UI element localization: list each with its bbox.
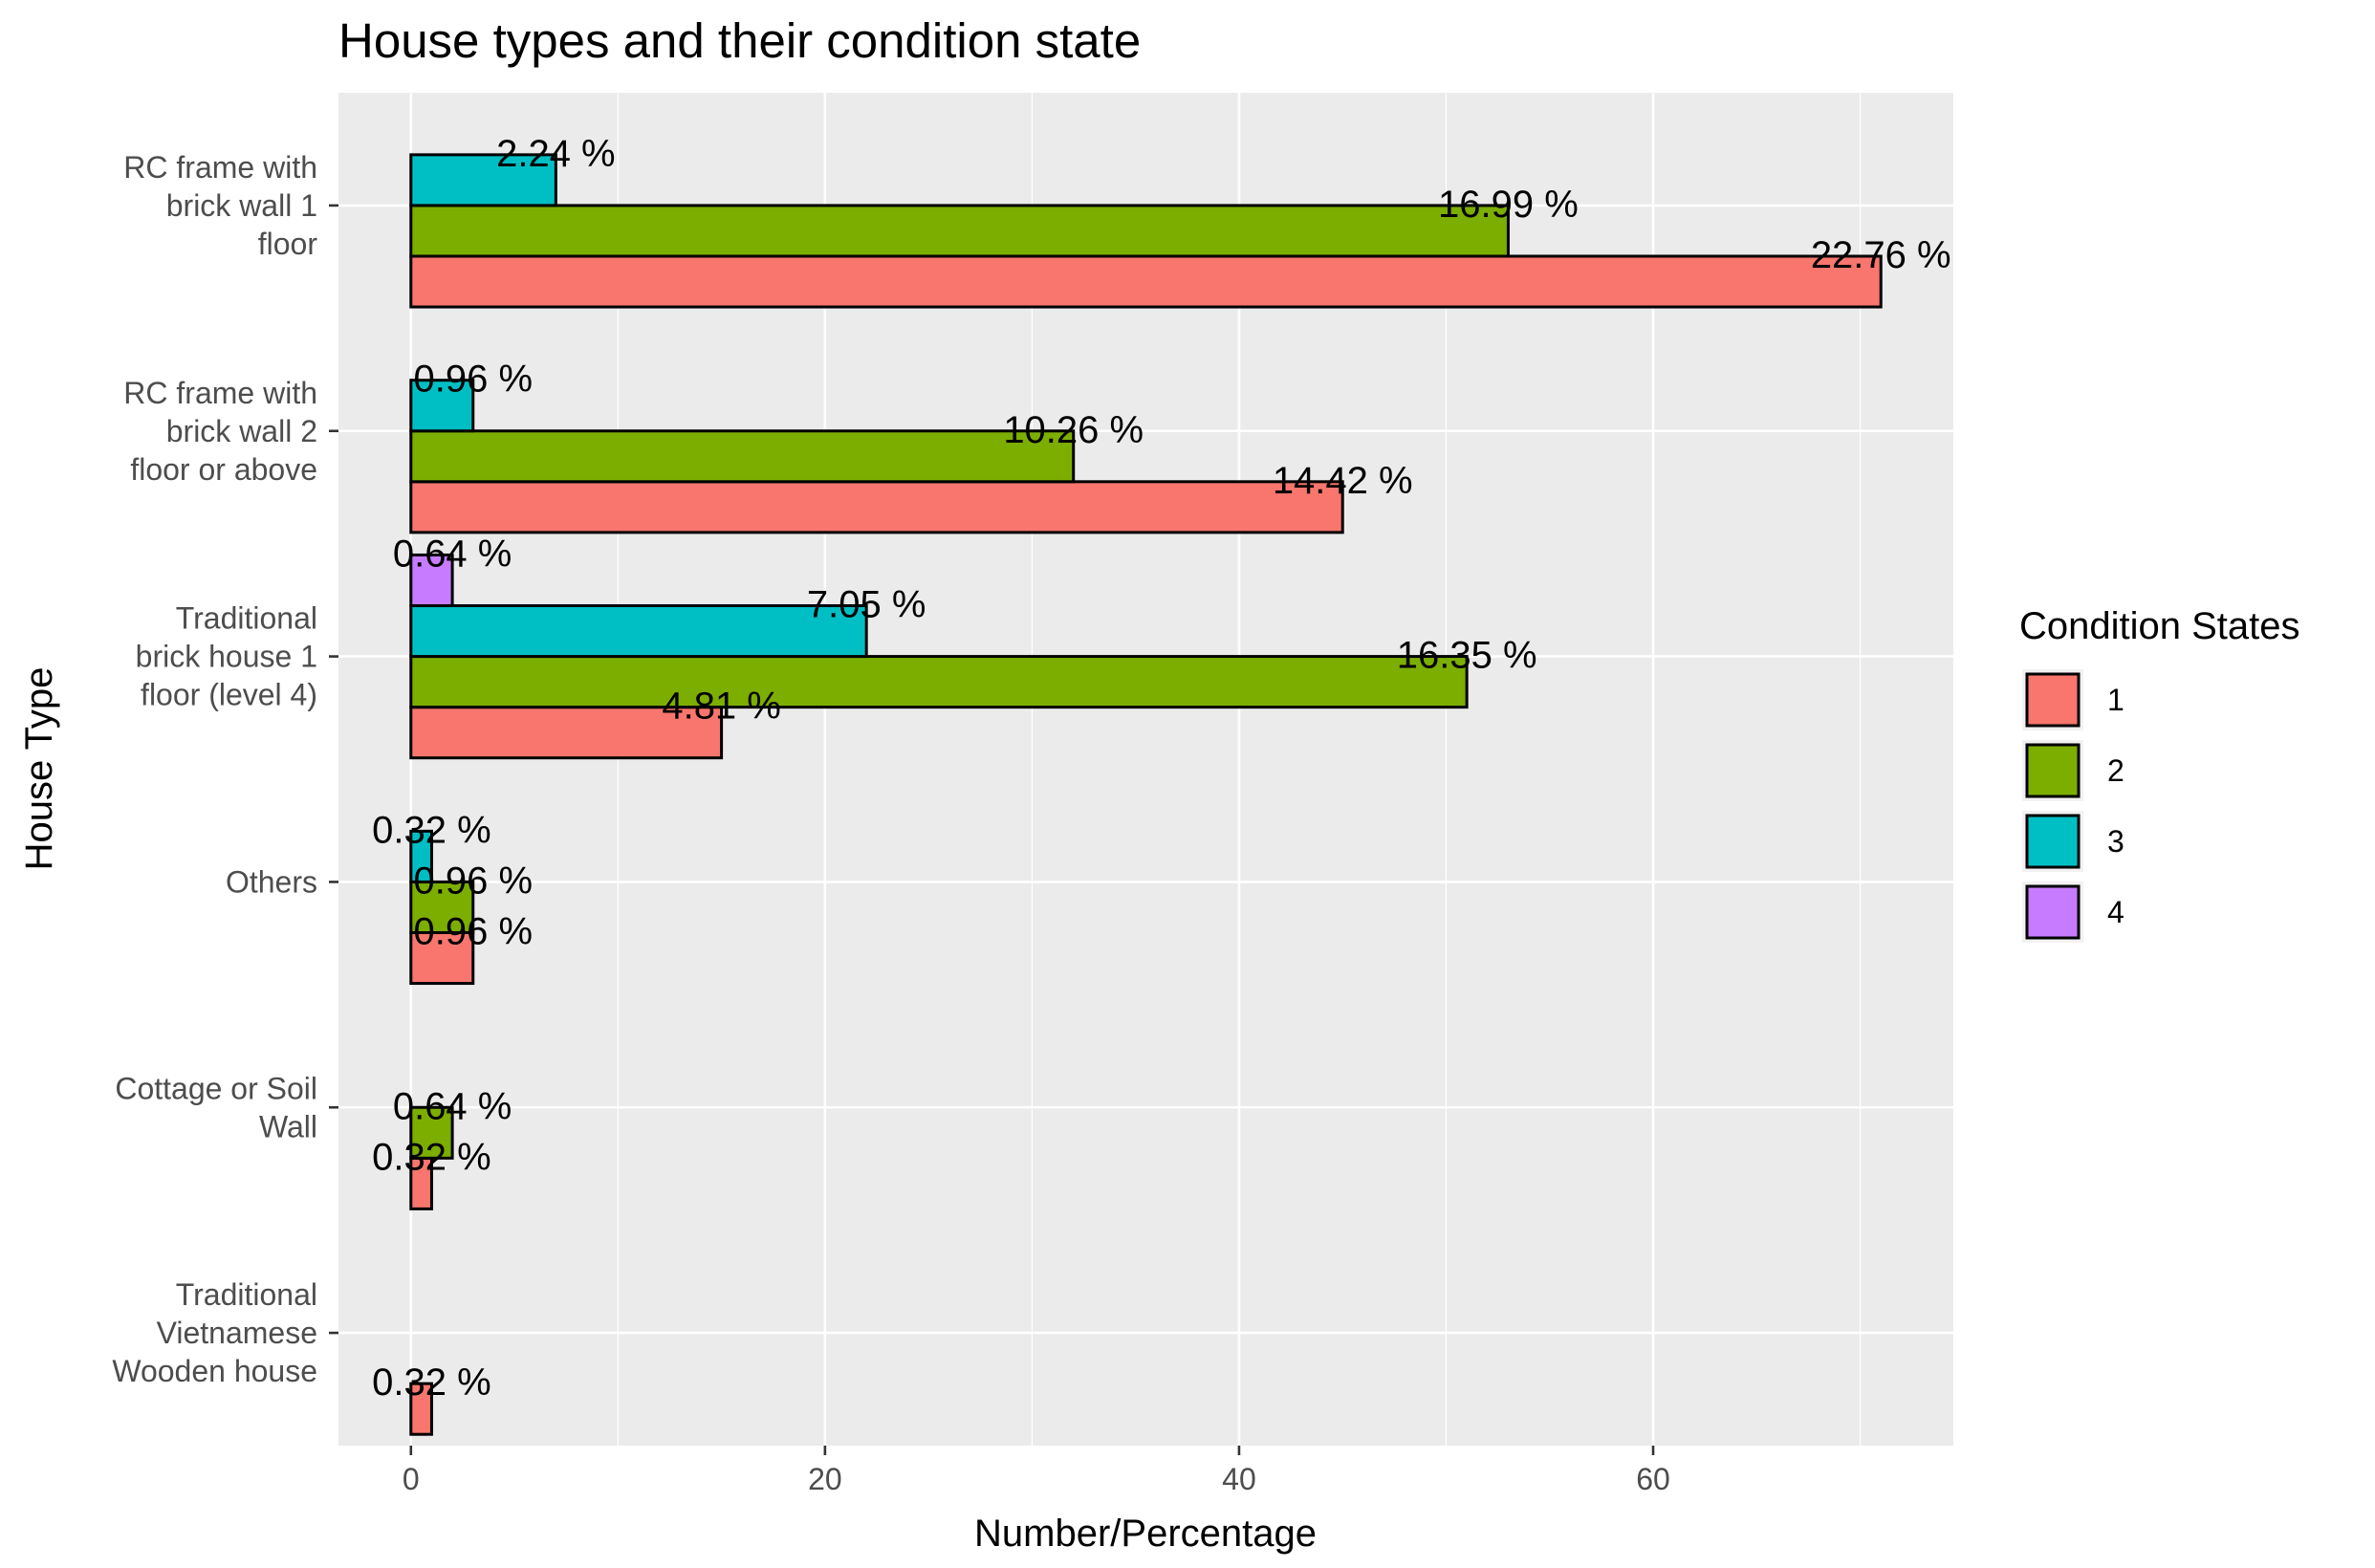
- chart-title: House types and their condition state: [338, 13, 1141, 68]
- y-axis-tick-label: RC frame with: [123, 376, 317, 410]
- bar-value-label: 0.32 %: [372, 1136, 491, 1178]
- bar-series-2: [409, 204, 1510, 258]
- y-axis-tick-label: RC frame with: [123, 150, 317, 185]
- y-axis-tick-label: floor or above: [130, 452, 317, 487]
- legend-label-1: 1: [2107, 683, 2124, 717]
- bar-series-2: [409, 1105, 454, 1160]
- y-axis-tick-label: brick wall 1: [166, 188, 317, 223]
- y-axis-title: House Type: [18, 667, 60, 871]
- legend-key-4: [2025, 884, 2081, 940]
- x-axis-tick-label: 60: [1636, 1462, 1670, 1496]
- bar-series-3: [409, 829, 433, 883]
- bar-value-label: 0.96 %: [413, 359, 533, 401]
- y-axis-tick-label: Traditional: [176, 1277, 317, 1312]
- y-axis-tick-label: brick wall 2: [166, 414, 317, 448]
- legend-key-2: [2025, 743, 2081, 798]
- bar-value-label: 4.81 %: [662, 686, 781, 728]
- y-axis-tick-label: Cottage or Soil: [115, 1071, 317, 1105]
- y-axis-tick-label: Vietnamese: [157, 1316, 317, 1350]
- x-axis: 0 20 40 60: [403, 1446, 1670, 1496]
- bar-series-4: [409, 553, 454, 608]
- bar-value-label: 0.64 %: [393, 533, 512, 575]
- legend: Condition States 1 2 3 4: [2019, 605, 2300, 943]
- bar-value-label: 22.76 %: [1811, 234, 1951, 276]
- bar-series-3: [409, 153, 557, 207]
- y-axis-tick-label: Wooden house: [112, 1354, 317, 1388]
- x-axis-title: Number/Percentage: [974, 1513, 1317, 1555]
- bar-value-label: 0.96 %: [413, 910, 533, 952]
- bar-value-label: 16.99 %: [1438, 184, 1579, 226]
- bar-value-label: 2.24 %: [496, 133, 616, 175]
- y-axis-tick-label: Wall: [259, 1109, 317, 1143]
- plot-panel: [338, 93, 1953, 1446]
- x-axis-tick-label: 40: [1222, 1462, 1256, 1496]
- y-axis-tick-label: brick house 1: [136, 640, 317, 674]
- bar-value-label: 0.96 %: [413, 860, 533, 902]
- legend-key-1: [2025, 672, 2081, 728]
- bar-series-3: [409, 604, 868, 659]
- bar-value-label: 7.05 %: [807, 584, 926, 626]
- bars: [409, 153, 1883, 1436]
- bar-value-labels: 22.76 % 14.42 % 4.81 % 0.96 % 0.32 % 0.32 % 16…: [372, 133, 1950, 1404]
- y-axis-tick-label: floor (level 4): [141, 678, 317, 712]
- bar-series-2: [409, 655, 1469, 709]
- legend-title: Condition States: [2019, 605, 2300, 647]
- bar-value-label: 0.32 %: [372, 1361, 491, 1404]
- bar-series-1: [409, 480, 1344, 534]
- y-axis-tick-label: floor: [258, 227, 318, 261]
- bar-series-1: [409, 254, 1883, 309]
- bar-value-label: 10.26 %: [1003, 409, 1144, 451]
- bar-value-label: 0.32 %: [372, 809, 491, 851]
- legend-label-3: 3: [2107, 824, 2124, 859]
- legend-key-3: [2025, 814, 2081, 869]
- legend-label-2: 2: [2107, 753, 2124, 788]
- x-axis-tick-label: 0: [403, 1462, 420, 1496]
- bar-series-1: [409, 1382, 433, 1436]
- bar-series-2: [409, 880, 475, 934]
- bar-series-2: [409, 429, 1076, 484]
- bar-series-1: [409, 930, 475, 986]
- x-axis-tick-label: 20: [808, 1462, 842, 1496]
- y-axis-tick-label: Others: [226, 864, 317, 899]
- y-axis-tick-label: Traditional: [176, 601, 317, 636]
- bar-value-label: 0.64 %: [393, 1085, 512, 1127]
- legend-label-4: 4: [2107, 895, 2124, 929]
- bar-series-3: [409, 379, 475, 433]
- bar-value-label: 14.42 %: [1273, 460, 1413, 502]
- bar-value-label: 16.35 %: [1397, 635, 1537, 677]
